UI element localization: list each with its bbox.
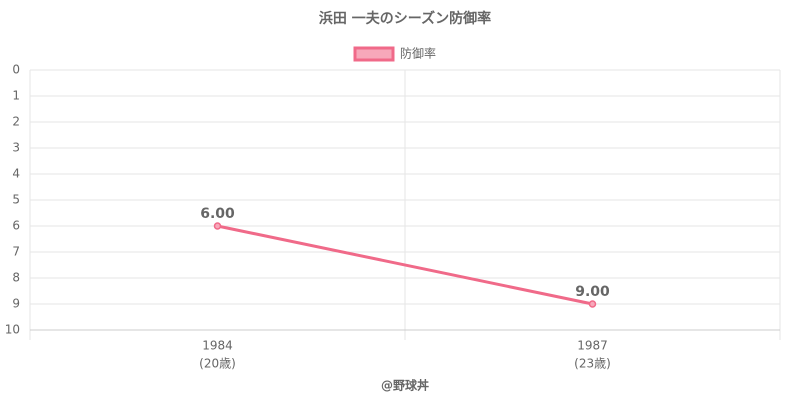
point [588, 300, 597, 308]
line [217, 224, 593, 306]
data-label: 9.00 [575, 284, 610, 300]
y-tick-label: 7 [12, 245, 20, 259]
legend-label: 防御率 [400, 46, 436, 61]
x-tick-label: 1984 [202, 339, 233, 353]
y-tick-label: 4 [12, 167, 20, 181]
y-tick-label: 9 [12, 297, 20, 311]
point [213, 222, 222, 230]
data-label: 6.00 [200, 206, 235, 222]
y-tick-label: 5 [12, 193, 20, 207]
credit: @野球丼 [381, 378, 429, 393]
y-tick-label: 2 [12, 115, 20, 129]
legend-swatch [353, 46, 395, 62]
x-tick-sublabel: (20歳) [199, 357, 236, 371]
y-tick-label: 0 [12, 63, 20, 77]
y-tick-label: 1 [12, 89, 20, 103]
y-tick-label: 8 [12, 271, 20, 285]
y-tick-label: 6 [12, 219, 20, 233]
y-tick-label: 10 [5, 323, 20, 337]
y-tick-label: 3 [12, 141, 20, 155]
x-tick-label: 1987 [577, 339, 608, 353]
x-tick-sublabel: (23歳) [574, 357, 611, 371]
chart-title: 浜田 一夫のシーズン防御率 [319, 10, 491, 27]
